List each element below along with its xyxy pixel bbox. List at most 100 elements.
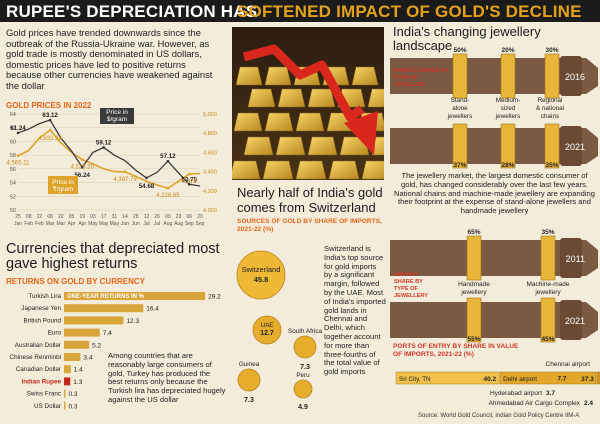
bubble <box>236 250 286 300</box>
bubble-value-label: 4.9 <box>298 404 308 411</box>
share-bottom-label: 55% <box>467 336 480 343</box>
data-label-usd: 63.12 <box>42 112 58 119</box>
series-line-inr <box>17 128 201 190</box>
bar-value-label: 1.4 <box>74 367 83 374</box>
x-month-label: Sep <box>196 221 205 227</box>
jeweller-type-label: jewellers <box>495 113 521 120</box>
y-tick-label-right: 4,800 <box>203 131 217 137</box>
bubble-value-label: 7.3 <box>244 397 254 404</box>
jeweller-type-label: chains <box>541 113 559 120</box>
y-tick-label-right: 5,000 <box>203 112 217 118</box>
year-label: 2021 <box>565 316 585 326</box>
y-tick-label-right: 4,400 <box>203 170 217 176</box>
x-tick-label: 20 <box>197 214 203 220</box>
share-type-label: MARKET SHARE BY TYPE OF JEWELLERY <box>394 272 428 299</box>
bar <box>64 401 66 410</box>
bubble-label: Switzerland <box>242 265 281 274</box>
data-point-inr <box>80 158 84 161</box>
port-label: Chennai airport <box>546 361 591 368</box>
bar <box>64 389 66 398</box>
year-label: 2021 <box>565 142 585 152</box>
bracelet-shape <box>544 53 560 99</box>
svg-text:Price in$/gram: Price in $/gram <box>106 109 128 123</box>
share-bottom-label: 37% <box>453 162 466 169</box>
y-tick-label-left: 62 <box>10 126 16 132</box>
wrist-shape <box>560 238 582 278</box>
intro-text: Gold prices have trended downwards since… <box>6 27 213 91</box>
x-month-label: Apr <box>78 221 86 227</box>
category-label: Euro <box>48 330 62 337</box>
port-label: Ahmedabad Air Cargo Complex <box>489 400 581 407</box>
headline-left: RUPEE'S DEPRECIATION HAS <box>6 2 258 21</box>
x-tick-label: 31 <box>112 214 118 220</box>
gold-bar-shape <box>307 88 336 108</box>
bubble <box>293 379 313 399</box>
share-top-label: 65% <box>467 229 480 236</box>
bar-value-label: 5.2 <box>92 342 101 349</box>
x-tick-label: 14 <box>122 214 128 220</box>
x-month-label: Mar <box>57 221 66 227</box>
gold-bar-shape <box>367 88 384 108</box>
y-tick-label-left: 64 <box>10 112 16 118</box>
currency-note: Among countries that are reasonably larg… <box>108 351 226 404</box>
bubble-value-label: 45.8 <box>254 275 269 284</box>
share-top-label: 30% <box>545 47 558 54</box>
bar <box>64 377 71 386</box>
y-tick-label-left: 60 <box>10 139 16 145</box>
port-label: Hyderabad airport <box>490 390 542 397</box>
x-tick-label: 08 <box>26 214 32 220</box>
bar <box>64 340 90 349</box>
bubble <box>293 335 317 359</box>
x-month-label: Jul <box>154 221 160 227</box>
port-bar <box>596 371 600 385</box>
currency-section-title: Currencies that depreciated most gave hi… <box>6 241 220 272</box>
bar <box>64 365 71 374</box>
category-label: British Pound <box>24 317 62 324</box>
jewellery-type-label: Machine-made <box>527 281 570 288</box>
gold-bar-shape <box>295 112 325 132</box>
port-label: Sri City, TN <box>399 376 431 383</box>
bar-value-label: 0.3 <box>68 391 77 398</box>
data-point-inr <box>123 170 127 174</box>
x-month-label: May <box>110 221 120 227</box>
year-label: 2016 <box>565 72 585 82</box>
data-label-inr: 4,565.11 <box>7 161 31 167</box>
x-tick-label: 25 <box>15 214 21 220</box>
bubble-label: UAE <box>261 322 274 329</box>
jewellery-description: The jewellery market, the largest domest… <box>394 171 595 216</box>
currency-returns-chart: Turkish Lira 29.2 Japanese Yen 16.4 British … <box>10 292 221 410</box>
x-month-label: May <box>99 221 109 227</box>
gold-bar-shape <box>275 136 306 156</box>
bar-value-label: 12.3 <box>126 318 139 325</box>
port-bar <box>499 371 597 385</box>
x-month-label: Mar <box>46 221 55 227</box>
callout-inr: Price in ₹/gram <box>48 176 78 194</box>
callout-usd: Price in $/gram <box>100 108 134 124</box>
currency-chart-subtitle: RETURNS ON GOLD BY CURRENCY <box>6 277 145 286</box>
bubble <box>237 368 261 392</box>
bar <box>64 353 81 361</box>
x-month-label: Aug <box>174 221 183 227</box>
bubble-value-label: 12.7 <box>260 330 274 337</box>
category-label: Chinese Renminbi <box>10 354 61 361</box>
gold-bar-shape <box>307 136 338 156</box>
bubble-value-label: 7.3 <box>300 364 310 371</box>
y-tick-label-left: 54 <box>10 181 16 187</box>
x-tick-label: 17 <box>101 214 107 220</box>
data-point-usd <box>102 146 105 149</box>
jewellery-section-title: India's changing jewellery landscape <box>393 24 541 53</box>
series-label: ONE-YEAR RETURNS IN % <box>67 294 145 300</box>
x-tick-label: 22 <box>58 214 64 220</box>
jeweller-type-label: Regional <box>538 97 563 104</box>
wrist-shape <box>560 300 582 340</box>
data-label-inr: 4,226.85 <box>156 193 180 199</box>
x-month-label: Jun <box>132 221 140 227</box>
bracelet-shape <box>544 123 560 169</box>
port-value-label: 7.7 <box>557 376 566 383</box>
share-bottom-label: 28% <box>501 162 514 169</box>
x-month-label: Aug <box>163 221 172 227</box>
data-point-inr <box>187 172 191 176</box>
data-point-usd <box>48 118 52 122</box>
port-value-label: 3.7 <box>546 390 555 397</box>
